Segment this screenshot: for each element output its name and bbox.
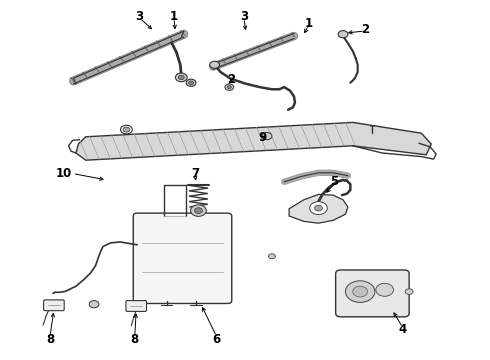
Text: 7: 7	[191, 167, 199, 180]
Text: 1: 1	[170, 10, 178, 23]
Text: 6: 6	[213, 333, 220, 346]
Text: 5: 5	[330, 175, 338, 188]
Circle shape	[178, 75, 184, 80]
FancyBboxPatch shape	[126, 301, 147, 311]
Circle shape	[191, 205, 206, 216]
Circle shape	[310, 202, 327, 215]
Circle shape	[269, 254, 275, 259]
Circle shape	[210, 61, 220, 68]
Circle shape	[89, 301, 99, 308]
FancyBboxPatch shape	[44, 300, 64, 311]
Circle shape	[121, 125, 132, 134]
Circle shape	[345, 281, 375, 302]
FancyBboxPatch shape	[336, 270, 409, 317]
Text: 3: 3	[240, 10, 248, 23]
Circle shape	[195, 208, 202, 213]
Circle shape	[189, 81, 194, 85]
Circle shape	[262, 132, 272, 140]
Circle shape	[123, 127, 130, 132]
Circle shape	[315, 205, 322, 211]
Text: 2: 2	[361, 23, 369, 36]
Circle shape	[353, 286, 368, 297]
Text: 10: 10	[55, 167, 72, 180]
Circle shape	[186, 79, 196, 86]
Circle shape	[338, 31, 348, 38]
Circle shape	[175, 73, 187, 82]
Text: 8: 8	[131, 333, 139, 346]
Text: 2: 2	[227, 73, 235, 86]
Text: 4: 4	[399, 323, 407, 336]
Circle shape	[376, 283, 393, 296]
Text: 9: 9	[258, 131, 266, 144]
FancyBboxPatch shape	[133, 213, 232, 303]
Text: 3: 3	[136, 10, 144, 23]
Circle shape	[225, 84, 234, 90]
Text: 8: 8	[46, 333, 54, 346]
Circle shape	[227, 86, 231, 89]
Circle shape	[405, 289, 413, 294]
Polygon shape	[76, 122, 431, 160]
Text: 1: 1	[305, 17, 313, 30]
Polygon shape	[289, 194, 348, 223]
